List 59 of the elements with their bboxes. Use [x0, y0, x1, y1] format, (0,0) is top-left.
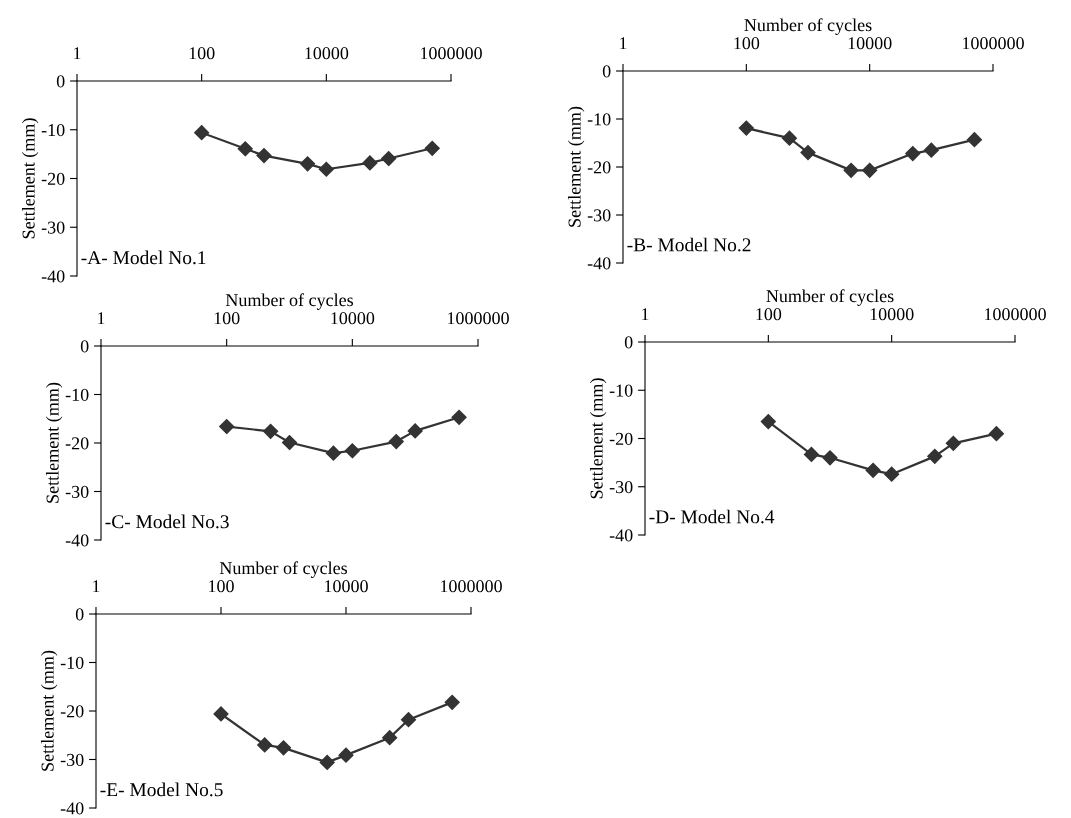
y-tick-label: -30 [609, 481, 633, 494]
y-axis-title: Settlement (mm) [567, 106, 585, 227]
x-axis-title: Number of cycles [225, 293, 354, 310]
y-tick-label: 0 [624, 336, 633, 349]
y-tick-label: -20 [587, 161, 611, 174]
x-tick-label: 10000 [870, 308, 914, 321]
y-axis-title: Settlement (mm) [589, 378, 607, 499]
y-tick-label: -40 [65, 534, 89, 547]
x-tick-label: 1000000 [984, 308, 1046, 321]
y-tick-label: -10 [587, 113, 611, 126]
y-tick-label: 0 [56, 75, 65, 88]
y-tick-label: 0 [602, 65, 611, 78]
x-tick-label: 100 [209, 580, 234, 593]
y-tick-label: 0 [75, 608, 84, 621]
y-tick-label: -10 [41, 124, 65, 137]
annotation: -E- Model No.5 [100, 782, 223, 797]
y-tick-label: -30 [587, 209, 611, 222]
x-tick-label: 100 [189, 47, 215, 60]
x-tick-label: 10000 [331, 312, 375, 325]
x-tick-label: 1000000 [440, 580, 502, 593]
x-tick-label: 1 [74, 47, 81, 60]
annotation: -A- Model No.1 [81, 250, 206, 265]
y-axis-title: Settlement (mm) [40, 650, 58, 771]
y-tick-label: -30 [65, 485, 89, 498]
y-tick-label: -10 [65, 388, 89, 401]
x-tick-label: 10000 [325, 580, 368, 593]
y-tick-label: -40 [41, 270, 65, 283]
y-tick-label: -20 [65, 437, 89, 450]
y-tick-label: -20 [609, 432, 633, 445]
x-tick-label: 100 [734, 37, 760, 50]
y-axis-title: Settlement (mm) [21, 118, 39, 239]
x-tick-label: 1 [93, 580, 100, 593]
y-tick-label: -40 [60, 802, 84, 815]
x-axis-title: Number of cycles [219, 561, 348, 578]
y-tick-label: 0 [80, 340, 89, 353]
x-tick-label: 1000000 [447, 312, 509, 325]
x-tick-label: 100 [214, 312, 240, 325]
y-axis-title: Settlement (mm) [45, 382, 63, 503]
x-tick-label: 1 [620, 37, 627, 50]
x-tick-label: 1000000 [962, 37, 1024, 50]
annotation: -C- Model No.3 [105, 514, 229, 529]
y-tick-label: -10 [60, 656, 84, 669]
x-tick-label: 100 [756, 308, 782, 321]
x-tick-label: 1 [98, 312, 105, 325]
x-axis-title: Number of cycles [766, 289, 894, 306]
annotation: -B- Model No.2 [627, 237, 751, 252]
annotation: -D- Model No.4 [649, 509, 775, 524]
x-tick-label: 10000 [305, 47, 349, 60]
y-tick-label: -40 [587, 257, 611, 270]
y-tick-label: -40 [609, 529, 633, 542]
y-tick-label: -20 [60, 705, 84, 718]
y-tick-label: -10 [609, 384, 633, 397]
y-tick-label: -30 [41, 221, 65, 234]
y-tick-label: -20 [41, 172, 65, 185]
x-tick-label: 1 [642, 308, 649, 321]
x-axis-title: Number of cycles [744, 18, 872, 35]
y-tick-label: -30 [60, 753, 84, 766]
x-tick-label: 10000 [848, 37, 892, 50]
x-tick-label: 1000000 [420, 47, 482, 60]
